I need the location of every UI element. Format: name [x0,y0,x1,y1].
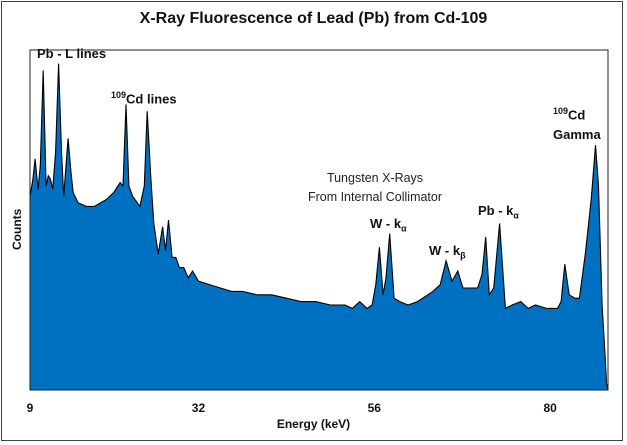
annotation-text: Pb - k [478,203,514,218]
annotation-text: Cd lines [126,91,177,107]
annotation-text: Cd [568,107,586,123]
annotation-cd-gamma: 109Cd [553,106,585,122]
x-tick-label: 9 [26,401,34,415]
annotation-text: W - k [370,216,402,231]
annotation-line: From Internal Collimator [307,190,443,204]
spectrum-area [30,63,608,390]
x-axis-label: Energy (keV) [276,417,351,431]
annotation-subscript: α [513,210,519,221]
x-tick-label: 56 [367,401,381,415]
annotation-gamma-word: Gamma [553,127,601,142]
spectrum-line [29,63,609,391]
annotation-text: Pb - L lines [37,46,107,61]
annotation-pb-ka: Pb - kα [478,203,519,221]
annotation-cd-lines: 109Cd lines [111,90,177,106]
x-tick-label: 32 [191,401,206,415]
annotation-pb-l-lines: Pb - L lines [37,46,106,61]
chart-title: X-Ray Fluorescence of Lead (Pb) from Cd-… [139,10,488,27]
annotation-w-ka: W - kα [370,216,407,234]
annotation-w-kb: W - kβ [429,243,466,261]
annotation-text: Gamma [553,127,601,142]
plot-area-border [29,49,609,391]
annotation-subscript: β [460,250,466,261]
annotation-text: W - k [429,243,461,258]
annotation-superscript: 109 [111,90,127,100]
annotation-line: Tungsten X-Rays [326,171,424,185]
y-axis-label: Counts [10,208,24,250]
x-tick-label: 80 [543,401,557,415]
annotation-subscript: α [401,223,407,234]
annotation-superscript: 109 [553,106,569,116]
annotation-tungsten-note: Tungsten X-Rays From Internal Collimator [290,169,460,207]
